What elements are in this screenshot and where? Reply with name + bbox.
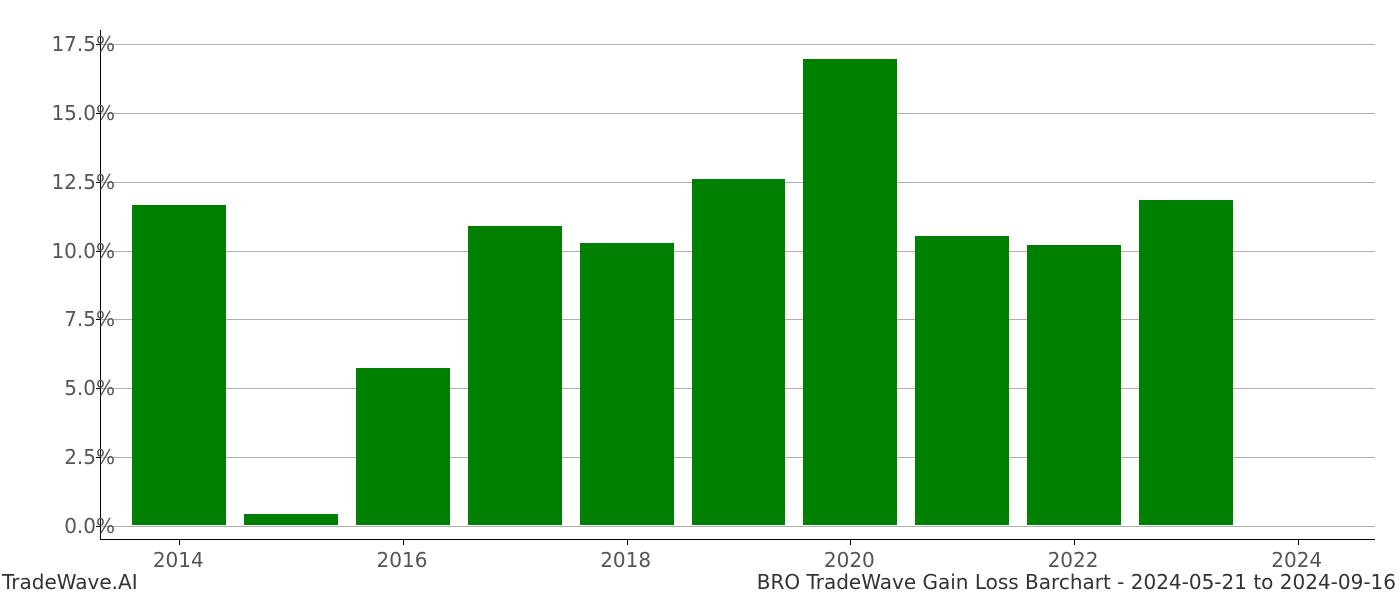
gridline bbox=[101, 44, 1375, 45]
ytick-label: 7.5% bbox=[64, 307, 115, 331]
bar bbox=[580, 243, 674, 526]
ytick-label: 5.0% bbox=[64, 376, 115, 400]
ytick-label: 2.5% bbox=[64, 445, 115, 469]
chart-area bbox=[100, 30, 1375, 540]
xtick-label: 2020 bbox=[824, 548, 875, 572]
xtick-label: 2024 bbox=[1271, 548, 1322, 572]
xtick-mark bbox=[850, 540, 851, 545]
bar bbox=[1027, 245, 1121, 525]
bar bbox=[692, 179, 786, 525]
xtick-label: 2018 bbox=[600, 548, 651, 572]
bar bbox=[132, 205, 226, 525]
bar bbox=[468, 226, 562, 525]
ytick-label: 17.5% bbox=[51, 32, 115, 56]
xtick-mark bbox=[627, 540, 628, 545]
ytick-label: 10.0% bbox=[51, 239, 115, 263]
plot-area bbox=[100, 30, 1375, 540]
xtick-mark bbox=[1298, 540, 1299, 545]
xtick-label: 2016 bbox=[377, 548, 428, 572]
footer-left-text: TradeWave.AI bbox=[2, 570, 138, 594]
gridline bbox=[101, 526, 1375, 527]
xtick-mark bbox=[403, 540, 404, 545]
ytick-label: 12.5% bbox=[51, 170, 115, 194]
gridline bbox=[101, 113, 1375, 114]
xtick-mark bbox=[179, 540, 180, 545]
xtick-label: 2022 bbox=[1048, 548, 1099, 572]
bar bbox=[1139, 200, 1233, 525]
bar bbox=[356, 368, 450, 525]
xtick-label: 2014 bbox=[153, 548, 204, 572]
bar bbox=[244, 514, 338, 525]
ytick-label: 0.0% bbox=[64, 514, 115, 538]
footer-right-text: BRO TradeWave Gain Loss Barchart - 2024-… bbox=[757, 570, 1396, 594]
bar bbox=[915, 236, 1009, 525]
bar bbox=[803, 59, 897, 525]
xtick-mark bbox=[1074, 540, 1075, 545]
ytick-label: 15.0% bbox=[51, 101, 115, 125]
